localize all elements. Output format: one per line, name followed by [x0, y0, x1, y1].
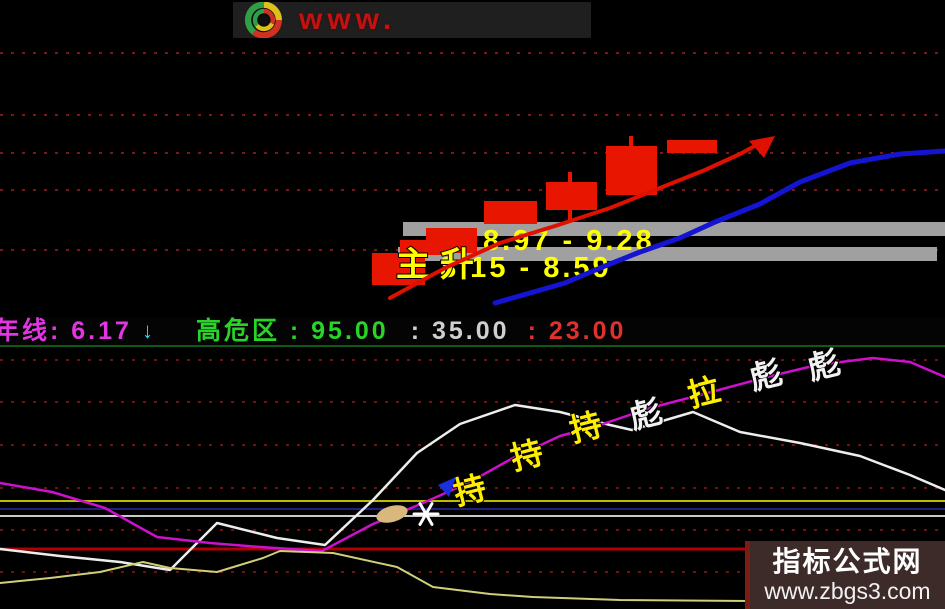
- indicator-status-bar: 年线: 6.17 ↓ 高危区 : 95.00 : 35.00 : 23.00: [0, 317, 945, 345]
- watermark-url: www.zbgs3.com: [764, 578, 931, 604]
- watermark-title: 指标公式网: [772, 546, 923, 577]
- fast-ma-line: [388, 140, 764, 300]
- pane-divider: [0, 345, 945, 347]
- swirl-logo-icon: [245, 2, 283, 38]
- status-segment-high-risk-zone: 高危区 : 95.00: [195, 317, 389, 345]
- annotation-label: 彪: [804, 344, 844, 387]
- slow-ma-line: [492, 148, 945, 306]
- candle-body: [606, 146, 657, 195]
- annotation-label: 彪: [746, 354, 786, 397]
- annotation-label: 持: [507, 434, 547, 477]
- watermark-box: 指标公式网 www.zbgs3.com: [745, 541, 945, 609]
- annotation-label: 拉: [684, 371, 724, 414]
- candle-body: [372, 253, 425, 285]
- logo-bar: www.: [233, 2, 591, 38]
- candle-body: [426, 228, 477, 253]
- yellow-wavy-line: [0, 550, 945, 603]
- candle-body: [484, 201, 537, 224]
- candle-body: [546, 182, 597, 210]
- star-marker: [412, 502, 440, 526]
- annotation-label: 持: [566, 406, 606, 449]
- status-segment-halfyear-line: 年线: 6.17: [0, 317, 132, 345]
- status-segment-down-arrow: ↓: [141, 318, 156, 343]
- magenta-indicator-line: [0, 356, 945, 553]
- logo-text: www.: [299, 3, 397, 36]
- status-segment-low-threshold: : 23.00: [527, 317, 627, 345]
- blue-arrow-marker: [438, 477, 456, 497]
- status-segment-mid-threshold: : 35.00: [410, 317, 510, 345]
- white-indicator-line: [0, 403, 945, 572]
- hand-marker: [376, 505, 408, 523]
- candle-body: [667, 140, 717, 153]
- annotation-label: 主升: [396, 246, 484, 284]
- price-band: [398, 247, 937, 261]
- fast-ma-line-arrowhead: [749, 136, 775, 158]
